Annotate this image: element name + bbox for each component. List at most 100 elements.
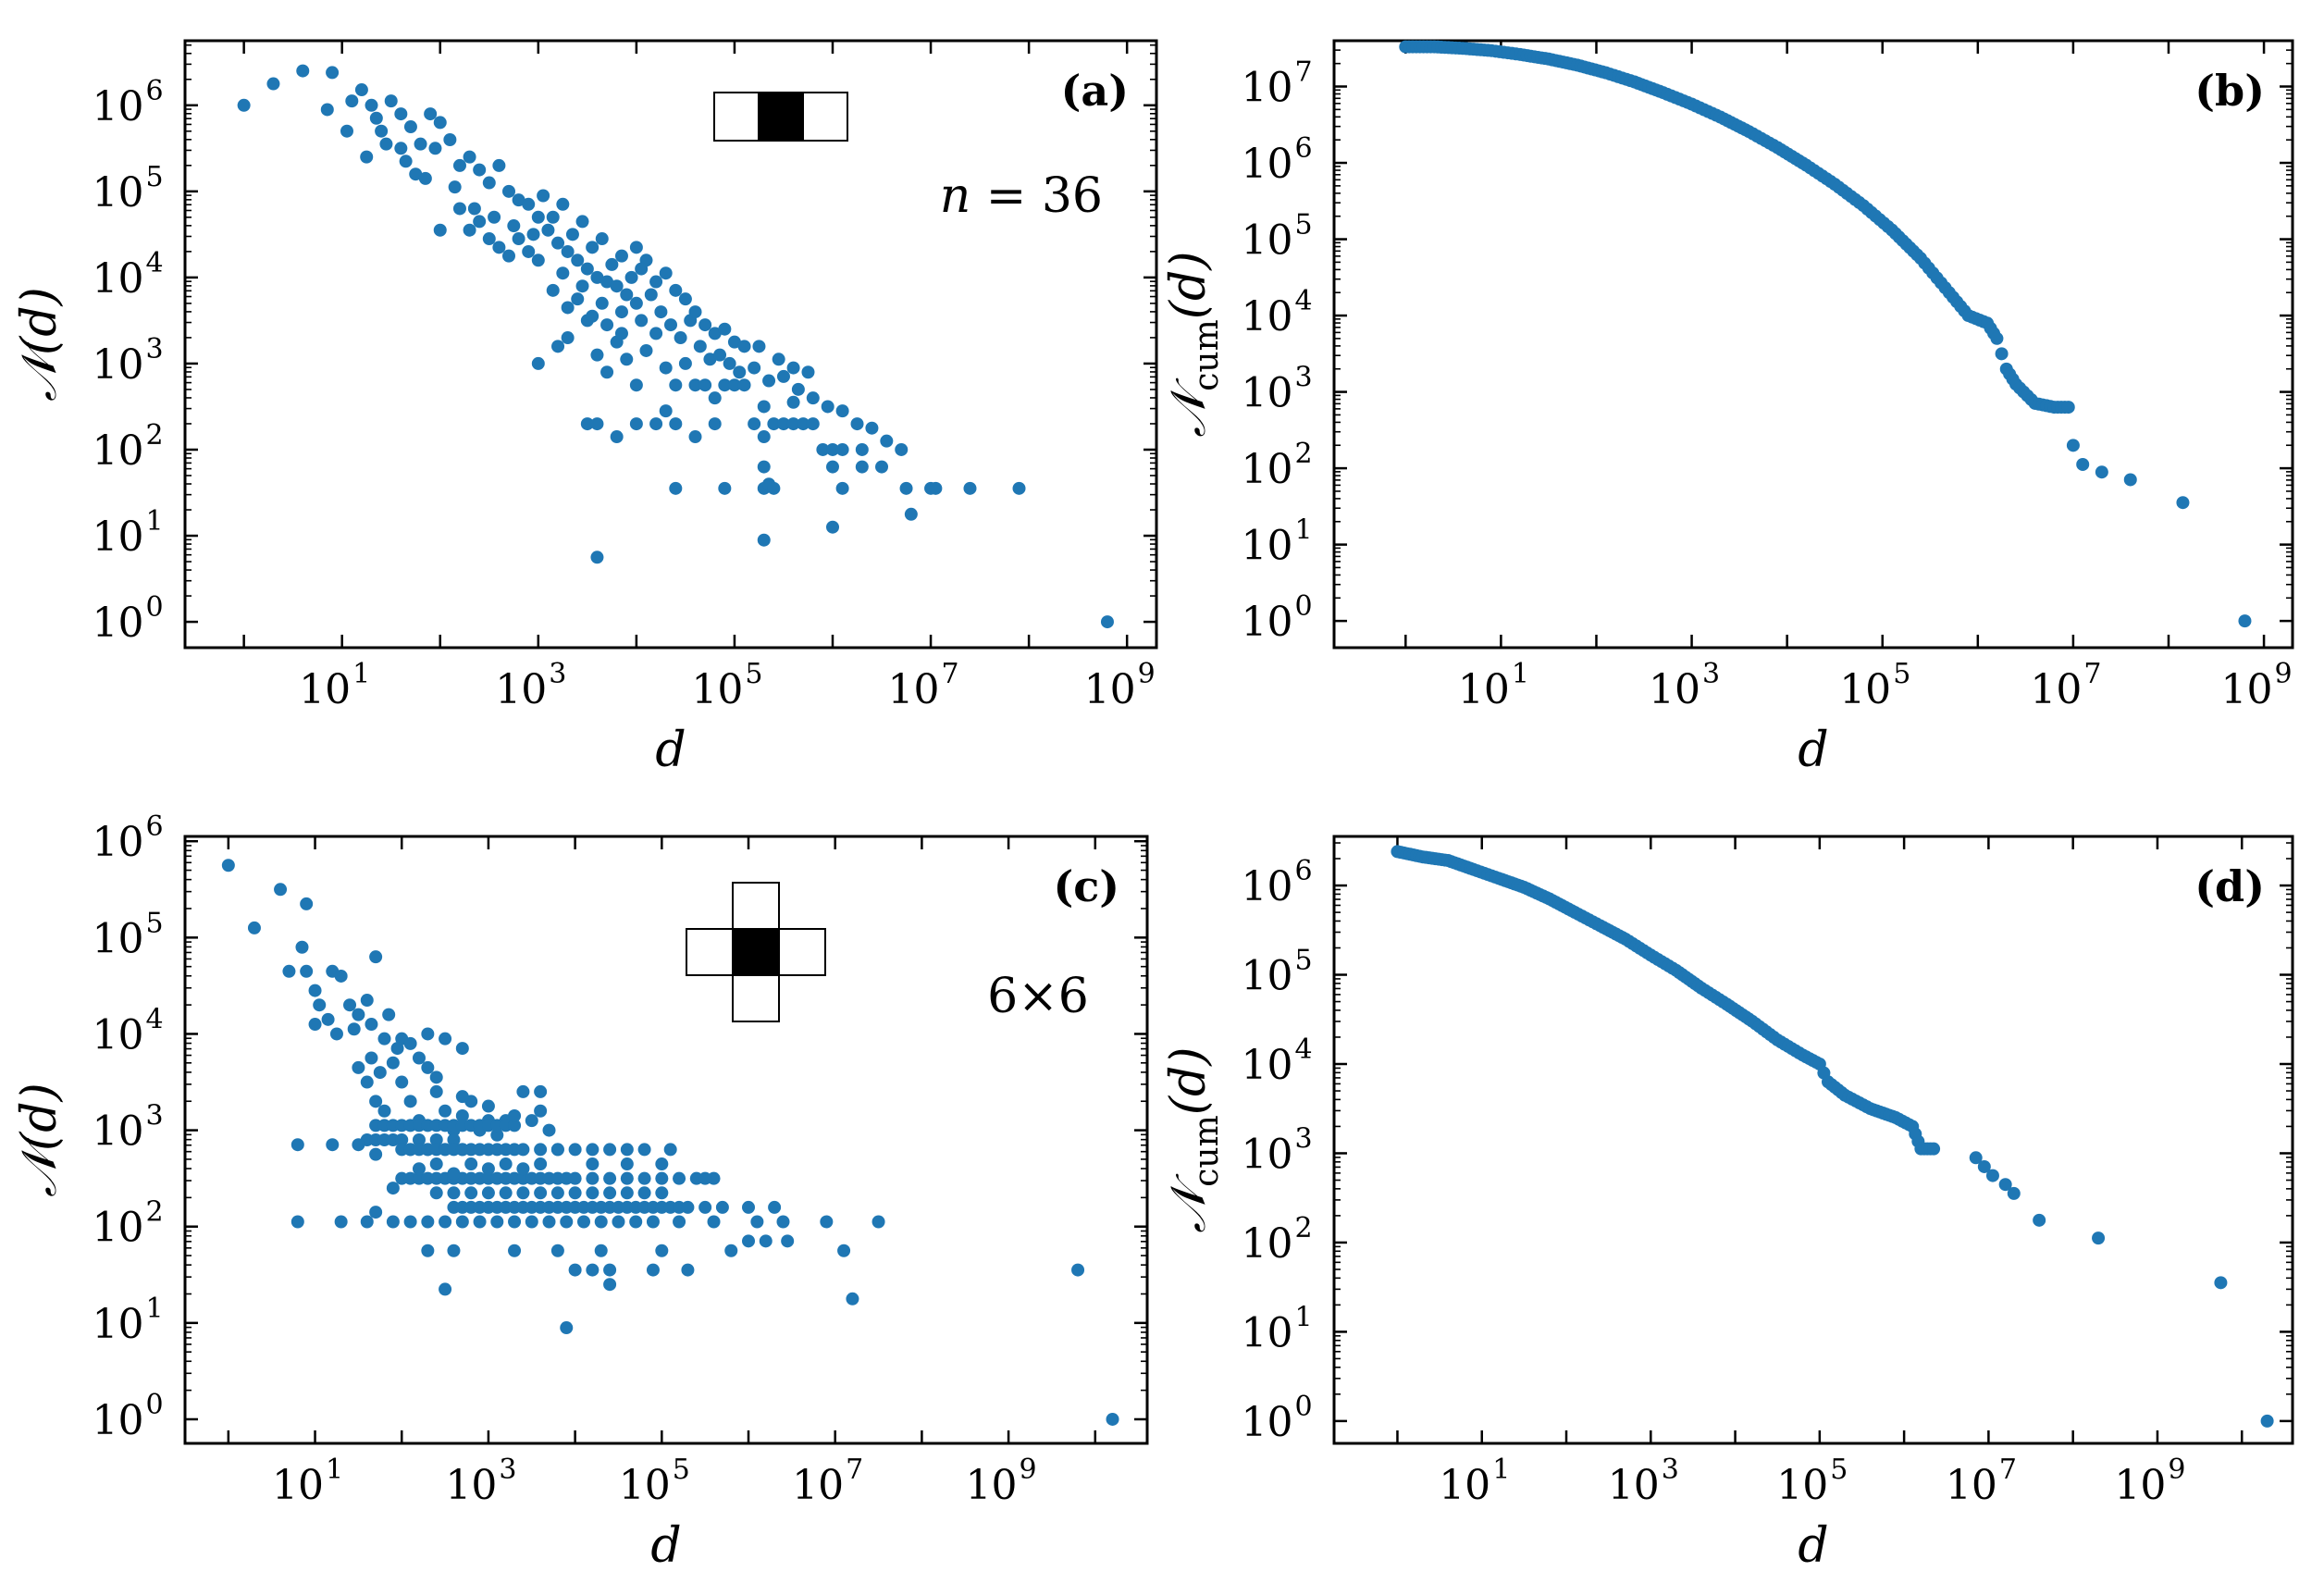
data-point: [499, 1186, 513, 1200]
data-point: [1927, 1142, 1941, 1156]
data-point: [637, 1143, 651, 1157]
data-point: [590, 551, 604, 564]
x-tick-label: 101: [272, 1454, 343, 1509]
x-tick-label: 103: [1649, 658, 1720, 713]
data-point: [365, 1018, 378, 1032]
pattern-cell: [732, 882, 780, 930]
y-tick-label: 105: [92, 161, 163, 217]
data-point: [354, 83, 368, 97]
data-point: [512, 193, 525, 207]
pattern-cell: [732, 928, 780, 976]
data-point: [403, 120, 417, 134]
y-tick-exponent: 2: [1294, 438, 1312, 470]
y-tick-exponent: 4: [145, 247, 163, 279]
data-point: [221, 859, 235, 872]
data-point: [586, 1186, 600, 1200]
data-point: [2092, 1231, 2106, 1245]
y-tick-exponent: 0: [1294, 590, 1312, 623]
y-tick-exponent: 6: [1294, 855, 1312, 887]
data-point: [561, 301, 575, 315]
pattern-cell: [686, 928, 734, 976]
x-tick-label: 103: [445, 1454, 516, 1509]
x-tick-exponent: 1: [352, 658, 370, 690]
data-point: [247, 921, 261, 934]
data-point: [708, 391, 722, 405]
data-point: [629, 296, 643, 310]
data-point: [492, 158, 506, 172]
data-point: [443, 133, 457, 147]
data-point: [594, 1215, 608, 1229]
data-point: [659, 404, 673, 418]
y-tick-exponent: 3: [145, 1100, 163, 1132]
data-point: [1995, 347, 2009, 361]
data-point: [313, 998, 327, 1012]
data-point: [610, 279, 624, 293]
data-point: [343, 998, 357, 1012]
y-tick-exponent: 1: [1294, 514, 1312, 547]
data-point: [295, 940, 309, 954]
y-tick-exponent: 0: [1294, 1391, 1312, 1423]
y-tick-label: 105: [92, 907, 163, 962]
y-axis-title: 𝒩(d): [12, 1083, 68, 1197]
data-point: [673, 1171, 686, 1185]
data-point: [637, 1186, 651, 1200]
data-point: [855, 460, 869, 474]
data-point: [568, 1263, 582, 1277]
x-tick-exponent: 1: [1492, 1454, 1510, 1486]
data-point: [369, 950, 383, 964]
data-point: [439, 1032, 452, 1046]
x-tick-label: 109: [2114, 1454, 2185, 1509]
data-point: [412, 1133, 426, 1146]
y-tick-exponent: 7: [1294, 56, 1312, 89]
data-point: [352, 1008, 365, 1021]
x-axis-title: d: [655, 723, 686, 778]
data-point: [464, 1186, 478, 1200]
data-point: [412, 1162, 426, 1176]
data-point: [929, 481, 943, 495]
data-point: [737, 340, 751, 353]
data-point: [797, 417, 810, 431]
y-tick-label: 101: [1241, 1301, 1312, 1356]
data-point: [620, 1143, 634, 1157]
data-point: [565, 228, 579, 241]
x-tick-exponent: 5: [673, 1454, 690, 1486]
data-point: [290, 1215, 304, 1229]
data-point: [590, 270, 604, 284]
x-tick-label: 105: [619, 1454, 690, 1509]
x-tick-exponent: 5: [745, 658, 762, 690]
data-point: [663, 1143, 677, 1157]
x-tick-label: 107: [888, 658, 959, 713]
y-tick-exponent: 3: [145, 333, 163, 365]
data-point: [586, 1263, 600, 1277]
x-tick-label: 105: [1776, 1454, 1848, 1509]
data-point: [418, 171, 432, 185]
data-point: [455, 1215, 469, 1229]
data-point: [821, 400, 834, 414]
data-point: [534, 1157, 548, 1171]
data-point: [568, 1186, 582, 1200]
annotation-variable: n: [940, 168, 971, 224]
data-point: [669, 417, 683, 431]
y-tick-exponent: 4: [1294, 285, 1312, 317]
y-tick-exponent: 6: [1294, 132, 1312, 165]
data-point: [481, 1099, 495, 1113]
data-point: [698, 1171, 712, 1185]
data-point: [724, 1244, 738, 1257]
data-point: [447, 1167, 461, 1181]
y-tick-label: 102: [92, 419, 163, 475]
data-point: [403, 1036, 417, 1050]
data-point: [723, 356, 736, 370]
data-point: [384, 94, 398, 108]
data-point: [550, 1244, 564, 1257]
data-point: [455, 1042, 469, 1056]
data-point: [377, 1032, 391, 1046]
y-tick-exponent: 3: [1294, 362, 1312, 394]
data-point: [561, 244, 575, 258]
data-point: [482, 176, 496, 190]
x-tick-exponent: 3: [1702, 658, 1720, 690]
data-point: [499, 1143, 513, 1157]
y-tick-label: 100: [1241, 590, 1312, 646]
data-point: [600, 318, 614, 332]
data-point: [516, 1084, 530, 1098]
data-point: [688, 430, 702, 444]
